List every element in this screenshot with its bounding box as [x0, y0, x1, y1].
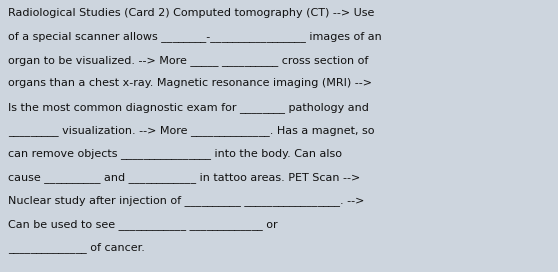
Text: can remove objects ________________ into the body. Can also: can remove objects ________________ into… [8, 149, 343, 159]
Text: organ to be visualized. --> More _____ __________ cross section of: organ to be visualized. --> More _____ _… [8, 55, 369, 66]
Text: of a special scanner allows ________-_________________ images of an: of a special scanner allows ________-___… [8, 32, 382, 42]
Text: cause __________ and ____________ in tattoo areas. PET Scan -->: cause __________ and ____________ in tat… [8, 172, 360, 183]
Text: Radiological Studies (Card 2) Computed tomography (CT) --> Use: Radiological Studies (Card 2) Computed t… [8, 8, 375, 18]
Text: Nuclear study after injection of __________ _________________. -->: Nuclear study after injection of _______… [8, 195, 365, 206]
Text: Can be used to see ____________ _____________ or: Can be used to see ____________ ________… [8, 219, 278, 230]
Text: organs than a chest x-ray. Magnetic resonance imaging (MRI) -->: organs than a chest x-ray. Magnetic reso… [8, 78, 372, 88]
Text: _________ visualization. --> More ______________. Has a magnet, so: _________ visualization. --> More ______… [8, 125, 375, 136]
Text: ______________ of cancer.: ______________ of cancer. [8, 242, 145, 253]
Text: Is the most common diagnostic exam for ________ pathology and: Is the most common diagnostic exam for _… [8, 102, 369, 113]
